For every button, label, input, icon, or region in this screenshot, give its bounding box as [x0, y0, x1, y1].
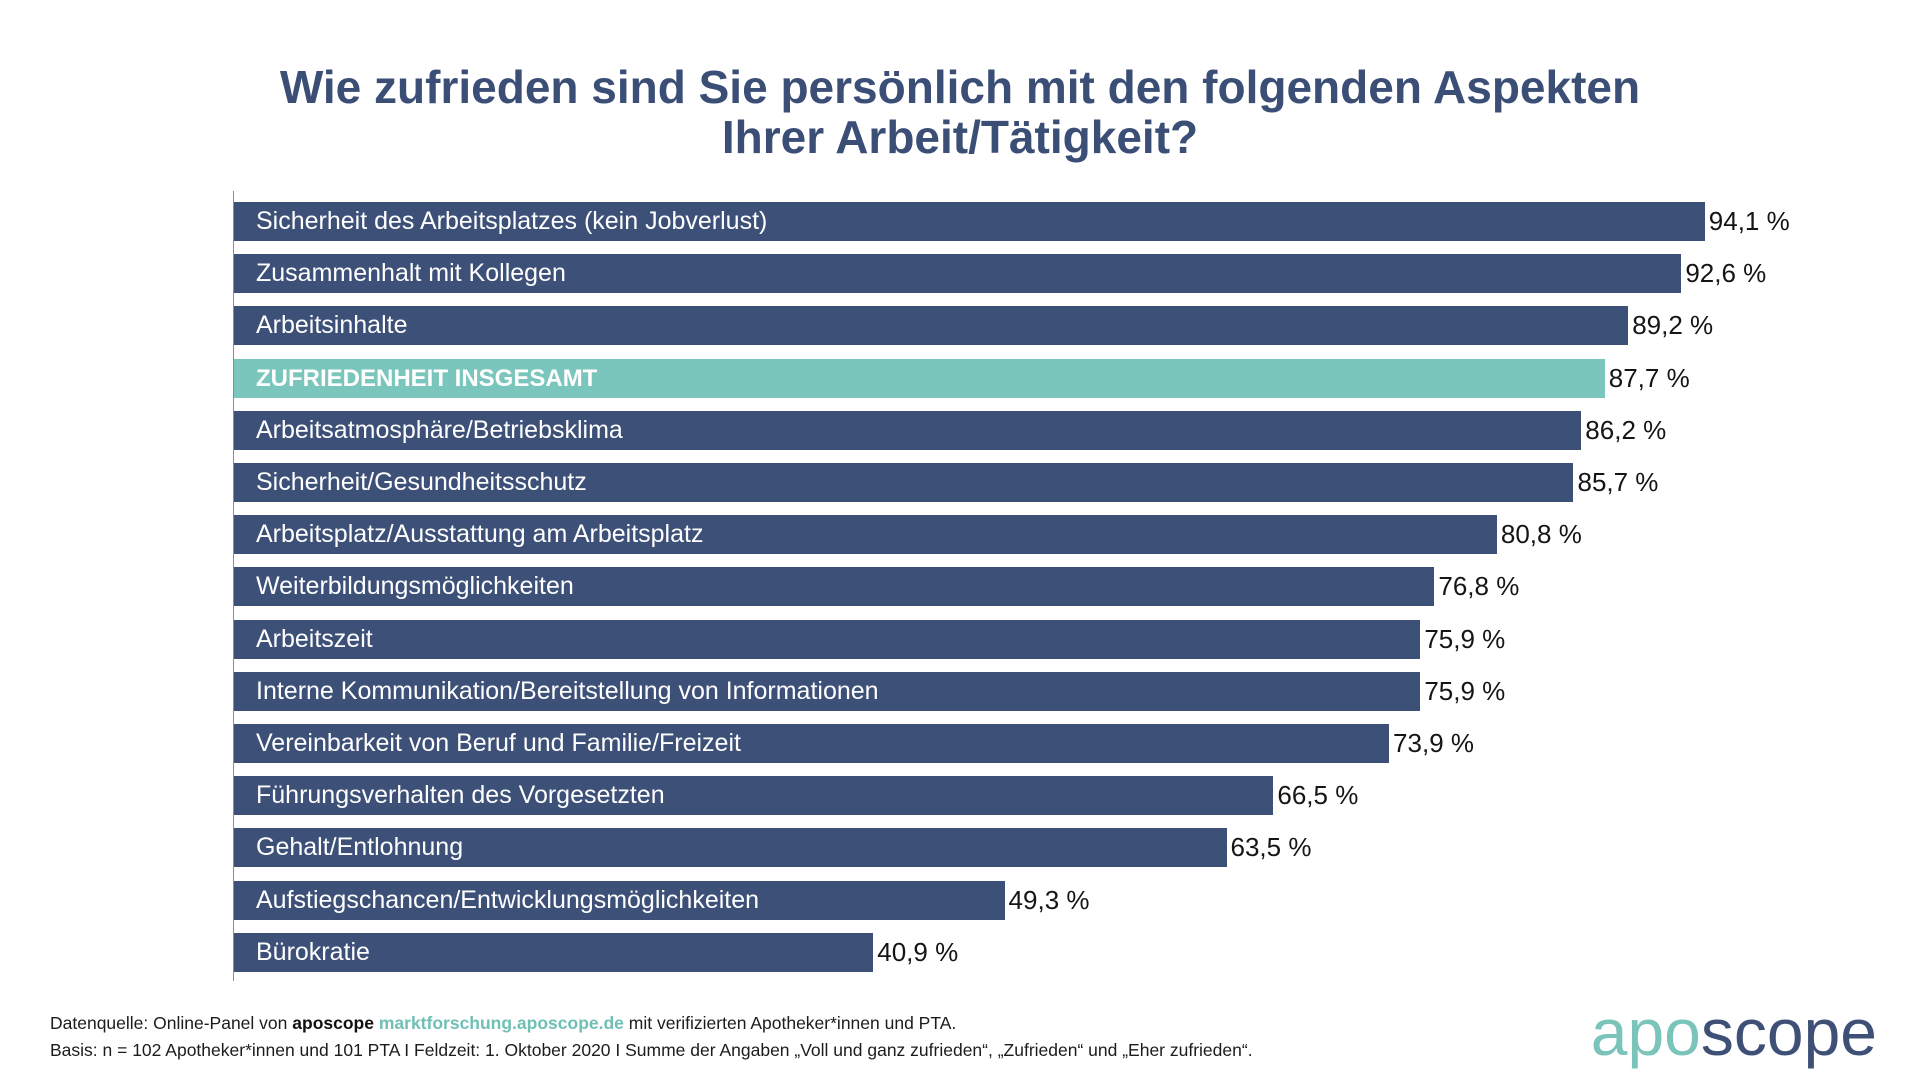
category-label: Weiterbildungsmöglichkeiten [256, 572, 574, 601]
bar-10: Interne Kommunikation/Bereitstellung von… [234, 671, 1421, 711]
value-label: 40,9 % [877, 936, 959, 967]
bar-8: Weiterbildungsmöglichkeiten [234, 567, 1435, 607]
bar-3: Arbeitsinhalte [234, 306, 1629, 346]
value-label: 92,6 % [1685, 258, 1767, 289]
category-label: ZUFRIEDENHEIT INSGESAMT [256, 364, 598, 392]
value-label: 94,1 % [1708, 206, 1790, 236]
category-label: Arbeitsatmosphäre/Betriebsklima [256, 415, 623, 444]
value-label: 49,3 % [1008, 884, 1090, 915]
value-label: 85,7 % [1577, 467, 1659, 497]
category-label: Sicherheit des Arbeitsplatzes (kein Jobv… [256, 207, 768, 235]
value-label: 73,9 % [1393, 728, 1474, 758]
chart-title-line-2: Ihrer Arbeit/Tätigkeit? [721, 111, 1199, 163]
bar-12: Führungsverhalten des Vorgesetzten [234, 776, 1274, 816]
footer-source-suffix: mit verifizierten Apotheker*innen und PT… [628, 1013, 957, 1033]
category-label: Vereinbarkeit von Beruf und Familie/Frei… [256, 729, 741, 757]
value-label: 63,5 % [1230, 832, 1312, 863]
bar-2: Zusammenhalt mit Kollegen [234, 254, 1682, 294]
value-label: 75,9 % [1424, 623, 1506, 654]
logo-part-apo: apo [1590, 995, 1701, 1069]
bar-13: Gehalt/Entlohnung [234, 828, 1227, 868]
footer-source-prefix: Datenquelle: Online-Panel von [50, 1013, 288, 1033]
category-label: Arbeitsplatz/Ausstattung am Arbeitsplatz [256, 520, 704, 549]
bar-6: Sicherheit/Gesundheitsschutz [234, 463, 1574, 502]
footer-source: Datenquelle: Online-Panel von aposcope m… [50, 1010, 1253, 1064]
category-label: Bürokratie [256, 937, 370, 966]
bar-9: Arbeitszeit [234, 619, 1421, 659]
aposcope-logo: aposcope [1591, 999, 1877, 1065]
bar-highlight-total: ZUFRIEDENHEIT INSGESAMT [234, 358, 1605, 398]
value-label: 89,2 % [1632, 310, 1714, 341]
value-label: 76,8 % [1438, 571, 1520, 602]
bar-11: Vereinbarkeit von Beruf und Familie/Frei… [234, 724, 1390, 763]
footer-website: marktforschung.aposcope.de [378, 1013, 624, 1033]
bar-5: Arbeitsatmosphäre/Betriebsklima [234, 410, 1582, 450]
category-label: Gehalt/Entlohnung [256, 833, 464, 862]
bar-15: Bürokratie [234, 932, 874, 972]
category-label: Interne Kommunikation/Bereitstellung von… [256, 676, 879, 705]
bar-14: Aufstiegschancen/Entwicklungsmöglichkeit… [234, 880, 1005, 920]
category-label: Arbeitsinhalte [256, 311, 408, 340]
footer-line-1: Datenquelle: Online-Panel von aposcope m… [50, 1010, 1253, 1037]
value-label: 75,9 % [1424, 675, 1506, 706]
bar-1: Sicherheit des Arbeitsplatzes (kein Jobv… [234, 202, 1705, 241]
chart-title-line-1: Wie zufrieden sind Sie persönlich mit de… [279, 61, 1641, 113]
category-label: Zusammenhalt mit Kollegen [256, 259, 566, 288]
value-label: 66,5 % [1277, 780, 1359, 811]
category-label: Führungsverhalten des Vorgesetzten [256, 781, 665, 810]
category-label: Aufstiegschancen/Entwicklungsmöglichkeit… [256, 885, 760, 914]
category-label: Sicherheit/Gesundheitsschutz [256, 468, 587, 496]
footer-brand: aposcope [292, 1013, 374, 1033]
chart-title: Wie zufrieden sind Sie persönlich mit de… [0, 62, 1920, 162]
footer-line-2: Basis: n = 102 Apotheker*innen und 101 P… [50, 1040, 1253, 1060]
y-axis-line [233, 191, 234, 981]
value-label: 86,2 % [1585, 414, 1667, 445]
category-label: Arbeitszeit [256, 624, 373, 653]
value-label: 87,7 % [1608, 362, 1690, 393]
value-label: 80,8 % [1500, 519, 1582, 550]
bar-chart: Sicherheit des Arbeitsplatzes (kein Jobv… [233, 191, 1790, 981]
logo-part-scope: scope [1700, 995, 1877, 1069]
bar-7: Arbeitsplatz/Ausstattung am Arbeitsplatz [234, 515, 1497, 555]
